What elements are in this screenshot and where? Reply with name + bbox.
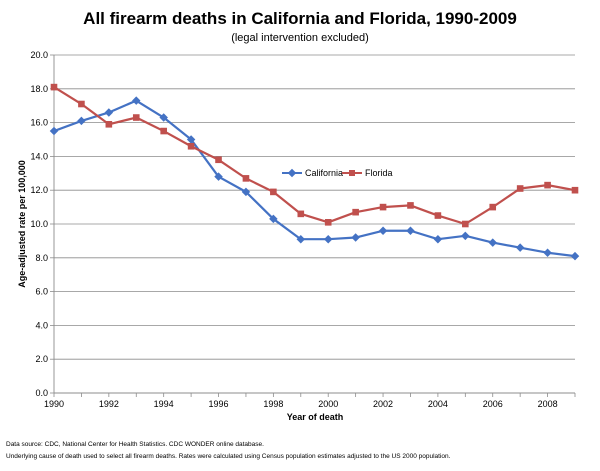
data-point-florida — [379, 203, 387, 211]
legend-label-california: California — [305, 168, 343, 178]
y-tick-label: 18.0 — [30, 84, 48, 94]
chart-subtitle: (legal intervention excluded) — [231, 32, 369, 44]
legend: California Florida — [282, 168, 393, 178]
data-point-california — [351, 233, 360, 242]
y-axis-label: Age-adjusted rate per 100,000 — [17, 160, 27, 288]
data-series — [49, 83, 580, 261]
data-point-california — [214, 172, 223, 181]
x-tick-labels: 1990 1992 1994 1996 1998 2000 2002 2004 2006 2008 — [44, 399, 558, 409]
data-point-florida — [215, 156, 222, 164]
data-point-florida — [270, 188, 277, 196]
data-point-florida — [297, 210, 305, 218]
legend-marker-florida — [349, 170, 355, 176]
y-tick-label: 16.0 — [30, 118, 48, 128]
data-point-florida — [132, 114, 140, 121]
y-tick-label: 2.0 — [35, 354, 48, 364]
data-point-florida — [160, 127, 167, 135]
series-line-florida — [53, 86, 576, 226]
data-point-florida — [352, 208, 359, 216]
data-point-california — [132, 96, 141, 105]
legend-item-florida: Florida — [342, 168, 393, 178]
data-point-california — [241, 187, 251, 197]
data-point-california — [49, 126, 59, 136]
data-point-florida — [489, 203, 497, 211]
data-point-florida — [462, 220, 469, 228]
data-point-florida — [407, 202, 414, 209]
data-point-florida — [544, 181, 551, 189]
y-tick-labels: 0.0 2.0 4.0 6.0 8.0 10.0 12.0 14.0 16.0 18.0 20.0 — [30, 50, 48, 398]
data-point-california — [433, 234, 443, 244]
data-point-florida — [78, 100, 85, 108]
data-point-florida — [571, 186, 579, 194]
x-tick-label: 2000 — [318, 399, 338, 409]
x-tick-label: 2006 — [483, 399, 503, 409]
series-line-california — [53, 99, 576, 258]
data-point-california — [77, 116, 86, 126]
x-axis-label: Year of death — [287, 412, 344, 422]
legend-label-florida: Florida — [365, 168, 393, 178]
data-point-california — [269, 214, 278, 224]
x-tick-label: 1996 — [209, 399, 229, 409]
data-point-florida — [434, 212, 442, 219]
data-point-california — [323, 234, 333, 244]
x-tick-label: 2008 — [538, 399, 558, 409]
x-tick-label: 1994 — [154, 399, 174, 409]
data-point-florida — [324, 219, 332, 226]
chart-title: All firearm deaths in California and Flo… — [83, 9, 517, 28]
data-point-california — [104, 108, 114, 117]
data-point-california — [296, 234, 306, 244]
data-point-california — [488, 238, 497, 247]
data-point-florida — [50, 83, 58, 91]
data-point-california — [378, 226, 388, 236]
y-tick-label: 20.0 — [30, 50, 48, 60]
x-tick-label: 2004 — [428, 399, 448, 409]
x-tick-label: 1990 — [44, 399, 64, 409]
data-point-florida — [242, 175, 250, 182]
data-point-california — [186, 135, 196, 144]
legend-item-california: California — [282, 168, 343, 178]
y-tick-label: 14.0 — [30, 151, 48, 161]
x-tick-label: 1992 — [99, 399, 119, 409]
data-point-california — [461, 231, 470, 241]
data-point-florida — [105, 120, 113, 128]
data-point-california — [406, 226, 415, 236]
y-tick-label: 12.0 — [30, 185, 48, 195]
y-tick-label: 6.0 — [35, 287, 48, 297]
y-tick-label: 4.0 — [35, 320, 48, 330]
y-tick-label: 0.0 — [35, 388, 48, 398]
y-tick-label: 10.0 — [30, 219, 48, 229]
data-point-florida — [516, 185, 524, 192]
axes — [50, 54, 576, 397]
data-point-california — [159, 113, 168, 122]
footnote-source: Data source: CDC, National Center for He… — [6, 441, 264, 448]
legend-marker-california — [287, 168, 297, 178]
gridlines — [54, 54, 575, 394]
data-point-florida — [187, 142, 195, 150]
x-tick-label: 2002 — [373, 399, 393, 409]
footnote-method: Underlying cause of death used to select… — [6, 453, 451, 460]
y-tick-label: 8.0 — [35, 253, 48, 263]
x-tick-label: 1998 — [263, 399, 283, 409]
